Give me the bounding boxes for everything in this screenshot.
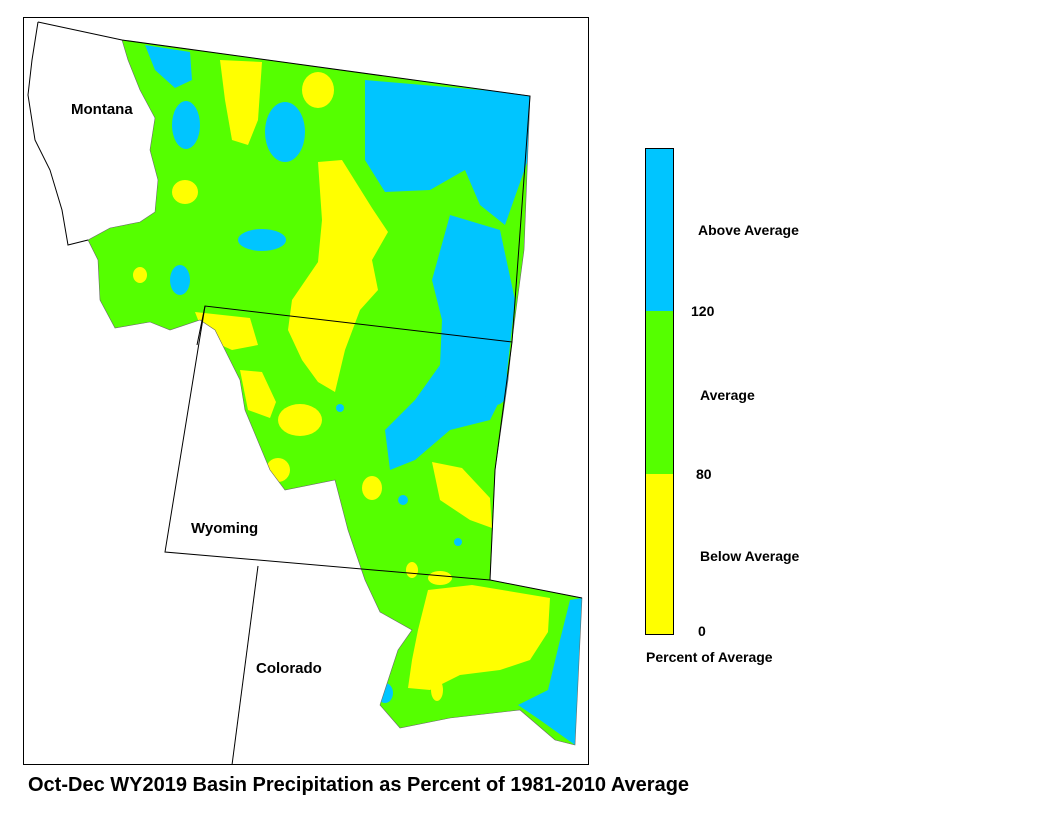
legend-swatch-average	[646, 311, 673, 474]
state-boundaries	[27, 21, 583, 765]
above-average-regions	[145, 45, 582, 745]
montana-west-boundary	[27, 21, 89, 246]
colorado-west-boundary	[231, 565, 259, 765]
map-title: Oct-Dec WY2019 Basin Precipitation as Pe…	[28, 774, 690, 796]
legend-color-bar	[645, 148, 674, 635]
legend-break-0: 0	[698, 623, 706, 639]
state-label-wyoming: Wyoming	[191, 520, 259, 537]
legend-swatch-above	[646, 149, 673, 311]
state-label-montana: Montana	[71, 101, 133, 118]
precipitation-surface	[88, 40, 582, 745]
legend-label-above: Above Average	[698, 222, 799, 238]
legend-break-120: 120	[691, 303, 715, 319]
legend-break-80: 80	[696, 466, 712, 482]
precipitation-map	[27, 21, 583, 765]
wyoming-east-boundary	[489, 341, 583, 599]
legend-label-below: Below Average	[700, 548, 800, 564]
legend-swatch-below	[646, 474, 673, 634]
legend-label-average: Average	[700, 387, 755, 403]
legend-title: Percent of Average	[646, 649, 773, 665]
wyoming-boundary	[164, 305, 491, 581]
state-label-colorado: Colorado	[256, 660, 322, 677]
